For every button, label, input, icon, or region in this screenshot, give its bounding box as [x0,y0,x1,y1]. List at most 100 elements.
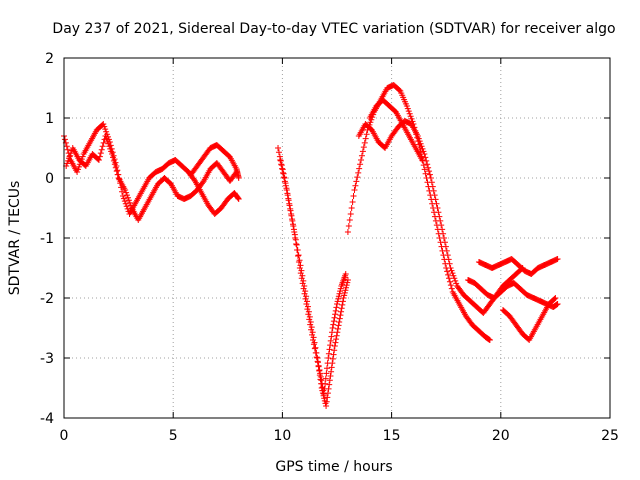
data-point [348,205,355,211]
data-point [440,230,447,237]
data-point [361,139,368,146]
data-point [322,375,329,382]
series-track-g [355,118,526,316]
data-point [123,189,130,196]
data-point [291,229,298,235]
data-point [105,140,112,147]
data-point [191,176,198,183]
data-point [309,337,316,343]
data-point [405,108,412,115]
data-point [448,267,455,274]
x-tick-label: 0 [60,428,69,444]
data-point [301,290,308,297]
data-point [418,143,425,150]
data-point [332,311,339,318]
data-point [111,161,118,168]
data-point [406,110,413,117]
data-point [344,229,351,235]
data-point [277,157,284,163]
data-point [415,135,422,142]
data-point [407,113,414,120]
data-point [95,157,102,163]
data-point [436,213,443,220]
x-tick-label: 15 [383,428,401,444]
series-track-k [499,295,559,343]
data-point [97,150,104,157]
data-point [334,325,341,332]
data-point [296,265,303,271]
data-point [450,272,457,279]
data-point [362,135,369,142]
data-point [96,153,103,160]
data-point [334,329,341,336]
data-point [280,169,287,176]
data-point [119,188,126,195]
data-point [441,235,448,241]
data-point [312,349,319,356]
data-point [109,151,116,157]
data-point [421,151,428,157]
series-track-i [475,256,561,277]
data-point [363,131,370,138]
data-point [286,202,293,209]
data-point [284,192,291,199]
data-point [425,164,432,171]
data-point [235,195,242,202]
data-point [448,285,455,292]
series-track-j [465,277,561,310]
data-point [280,174,287,181]
data-point [293,241,300,247]
data-point [299,280,306,287]
data-point [449,270,456,277]
data-point [126,199,133,206]
data-point [275,149,282,156]
grid [63,57,611,419]
data-point [446,278,453,285]
data-point [307,321,314,328]
data-point [452,277,459,284]
data-point [443,247,450,254]
data-point [66,152,73,159]
data-point [305,311,312,318]
data-point [349,199,356,205]
data-point [279,165,286,172]
x-tick-label: 25 [601,428,619,444]
data-point [334,301,340,307]
data-point [356,165,363,172]
data-point [295,259,302,265]
chart-title: Day 237 of 2021, Sidereal Day-to-day VTE… [52,21,615,37]
data-point [297,262,304,269]
data-point [282,182,289,189]
data-point [339,298,346,305]
data-point [107,145,114,152]
data-point [433,200,440,207]
data-point [347,211,354,217]
data-point [306,316,313,323]
x-tick-label: 20 [492,428,510,444]
data-point [293,241,300,248]
data-point [100,121,107,127]
data-point [438,222,445,229]
series-track-b [63,133,240,223]
data-point [331,343,338,349]
data-point [453,280,460,287]
data-point [441,239,448,246]
data-point [285,197,292,204]
data-point [403,103,410,109]
data-point [123,203,130,210]
data-point [125,197,132,204]
y-tick-label: -2 [40,291,54,307]
data-point [287,207,294,214]
data-point [444,252,451,259]
data-point [336,315,343,322]
data-point [328,333,335,340]
data-point [435,209,442,216]
data-point [447,282,454,289]
data-point [309,331,316,338]
data-point [120,195,127,202]
y-tick-label: -4 [40,411,54,427]
data-point [114,171,121,178]
data-point [335,295,342,302]
data-point [326,377,333,384]
